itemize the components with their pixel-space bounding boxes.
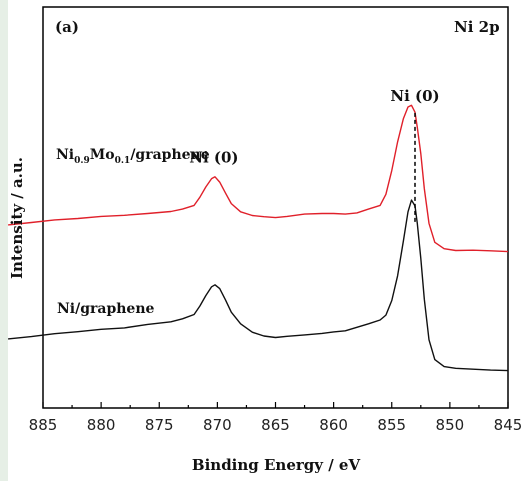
legend-label-nimo-graphene: Ni0.9Mo0.1/graphene [56, 147, 210, 166]
x-tick-label-850: 850 [436, 416, 465, 434]
legend-label-ni-graphene: Ni/graphene [57, 301, 155, 317]
x-tick-label-875: 875 [145, 416, 174, 434]
x-tick-label-885: 885 [29, 416, 58, 434]
x-axis-ticks [42, 402, 509, 408]
left-edge-strip [0, 0, 8, 481]
annotation-ni0-left: Ni (0) [189, 148, 238, 166]
annotation-ni0-right: Ni (0) [390, 87, 439, 105]
region-label: Ni 2p [454, 18, 500, 36]
y-axis-title: Intensity / a.u. [8, 157, 26, 279]
x-axis-tick-labels: 885 880 875 870 865 860 855 850 845 [29, 416, 523, 434]
x-axis-title: Binding Energy / eV [192, 456, 361, 474]
series-line-ni-graphene [8, 199, 509, 372]
series-line-nimo-graphene [8, 104, 509, 253]
legend-ni-subscript: 0.9 [74, 156, 90, 166]
panel-label: (a) [55, 18, 79, 36]
legend-mo-subscript: 0.1 [115, 156, 131, 166]
x-tick-label-860: 860 [319, 416, 348, 434]
x-tick-label-880: 880 [87, 416, 116, 434]
x-tick-label-845: 845 [494, 416, 523, 434]
legend-ni-text: Ni [56, 147, 74, 163]
x-tick-label-870: 870 [203, 416, 232, 434]
plot-frame [42, 6, 509, 409]
legend-mo-text: Mo [90, 147, 115, 163]
x-tick-label-855: 855 [377, 416, 406, 434]
x-tick-label-865: 865 [261, 416, 290, 434]
legend-graphene-text: /graphene [130, 147, 209, 163]
series-layer [8, 104, 509, 372]
